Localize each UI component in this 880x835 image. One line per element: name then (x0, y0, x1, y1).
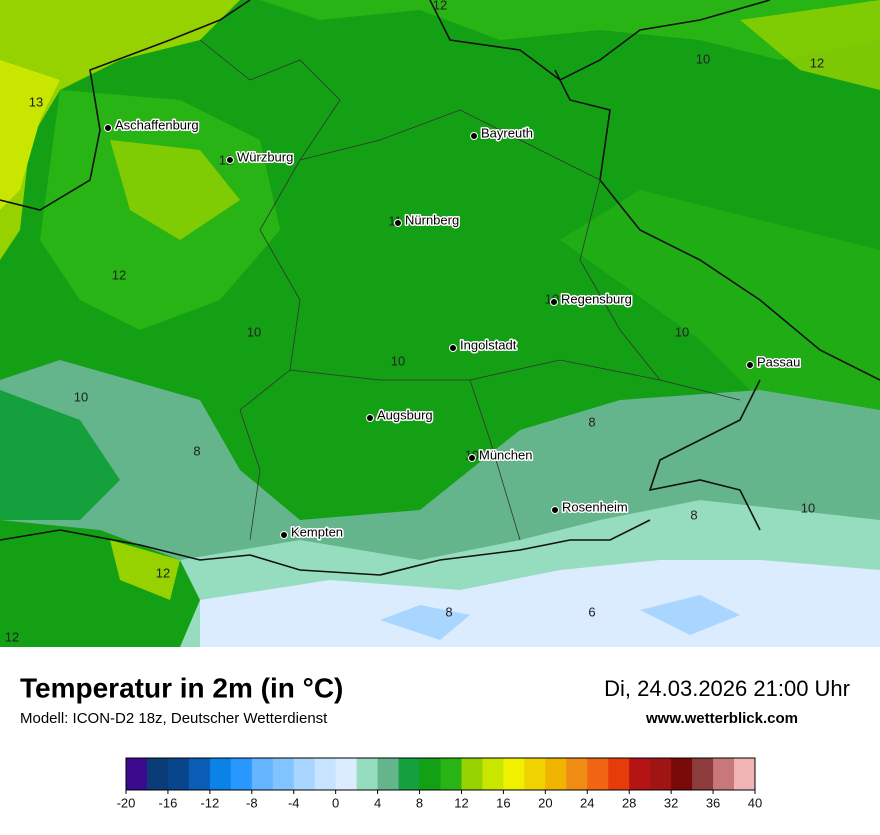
colorbar-swatch (713, 758, 735, 790)
isotherm-label: 10 (801, 500, 815, 515)
city-dot (366, 414, 374, 422)
isotherm-label: 6 (588, 604, 595, 619)
city-dot (551, 506, 559, 514)
isotherm-label: 12 (810, 55, 824, 70)
colorbar-tick-label: 0 (332, 795, 339, 810)
city-dot (449, 344, 457, 352)
city-dot (226, 156, 234, 164)
colorbar-swatch (524, 758, 546, 790)
city-label: Rosenheim (562, 499, 628, 514)
colorbar-tick-label: -16 (159, 795, 178, 810)
city-label: Nürnberg (405, 212, 459, 227)
colorbar-tick-label: 24 (580, 795, 594, 810)
city-label: Würzburg (237, 149, 293, 164)
city-dot (470, 132, 478, 140)
colorbar-tick-label: -20 (117, 795, 136, 810)
isotherm-label: 10 (696, 51, 710, 66)
colorbar-swatch (608, 758, 630, 790)
colorbar-swatch (671, 758, 693, 790)
isotherm-label: 10 (74, 389, 88, 404)
isotherm-label: 12 (156, 565, 170, 580)
colorbar-swatch (482, 758, 504, 790)
colorbar-tick-label: 36 (706, 795, 720, 810)
isotherm-label: 10 (675, 324, 689, 339)
colorbar-swatch (314, 758, 337, 790)
city-label: Regensburg (561, 291, 632, 306)
colorbar-tick-label: 4 (374, 795, 381, 810)
colorbar-swatch (126, 758, 148, 790)
colorbar-swatch (146, 758, 169, 790)
isotherm-label: 12 (112, 267, 126, 282)
isotherm-label: 13 (29, 94, 43, 109)
isotherm-label: 12 (433, 0, 447, 12)
date: Di, 24.03.2026 21:00 Uhr (604, 676, 850, 701)
city-label: Ingolstadt (460, 337, 517, 352)
colorbar-swatch (587, 758, 609, 790)
colorbar-swatch (272, 758, 295, 790)
colorbar-tick-label: 40 (748, 795, 762, 810)
borders (0, 0, 880, 576)
colorbar-swatch (650, 758, 672, 790)
colorbar-frame (125, 757, 756, 791)
colorbar-swatch (230, 758, 253, 790)
isotherm-label: 8 (588, 414, 595, 429)
colorbar-swatch (356, 758, 379, 790)
colorbar-tick-label: -4 (288, 795, 300, 810)
colorbar-swatch (293, 758, 316, 790)
isotherm-label: 8 (445, 604, 452, 619)
colorbar-swatch (335, 758, 358, 790)
colorbar-swatch (188, 758, 211, 790)
colorbar-swatch (377, 758, 400, 790)
colorbar-tick-label: 12 (454, 795, 468, 810)
source: www.wetterblick.com (645, 710, 798, 727)
colorbar-tick-label: 28 (622, 795, 636, 810)
isotherm-label: 8 (690, 507, 697, 522)
title: Temperatur in 2m (in °C) (20, 672, 343, 703)
city-dot (746, 361, 754, 369)
colorbar-swatch (692, 758, 714, 790)
colorbar-swatch (209, 758, 232, 790)
footer: Temperatur in 2m (in °C) Modell: ICON-D2… (20, 672, 850, 727)
map-background (0, 0, 880, 647)
city-label: Bayreuth (481, 125, 533, 140)
colorbar-swatch (419, 758, 441, 790)
colorbar-tick-label: 20 (538, 795, 552, 810)
colorbar-swatch (251, 758, 274, 790)
subtitle: Modell: ICON-D2 18z, Deutscher Wetterdie… (20, 710, 328, 727)
city-dot (550, 298, 558, 306)
colorbar-tick-label: 32 (664, 795, 678, 810)
city-label: Passau (757, 354, 800, 369)
isotherm-label: 8 (193, 443, 200, 458)
colorbar-swatch (440, 758, 462, 790)
isotherm-label: 10 (247, 324, 261, 339)
colorbar-tick-label: 8 (416, 795, 423, 810)
city-dot (280, 531, 288, 539)
colorbar-swatch (566, 758, 588, 790)
city-label: Augsburg (377, 407, 433, 422)
city-dot (468, 454, 476, 462)
city-dot (394, 219, 402, 227)
colorbar-swatch (734, 758, 756, 790)
colorbar-swatch (629, 758, 651, 790)
colorbar-swatch (545, 758, 567, 790)
colorbar-tick-label: 16 (496, 795, 510, 810)
isotherm-label: 10 (391, 353, 405, 368)
district-borders (199, 39, 741, 541)
colorbar-tick-label: -12 (200, 795, 219, 810)
city-label: München (479, 447, 532, 462)
colorbar-swatch (461, 758, 483, 790)
colorbar-swatch (167, 758, 190, 790)
city-label: Kempten (291, 524, 343, 539)
city-dot (104, 124, 112, 132)
isotherm-label: 12 (5, 629, 19, 644)
colorbar-swatch (503, 758, 525, 790)
colorbar-swatch (398, 758, 421, 790)
colorbar-tick-label: -8 (246, 795, 258, 810)
city-label: Aschaffenburg (115, 117, 199, 132)
